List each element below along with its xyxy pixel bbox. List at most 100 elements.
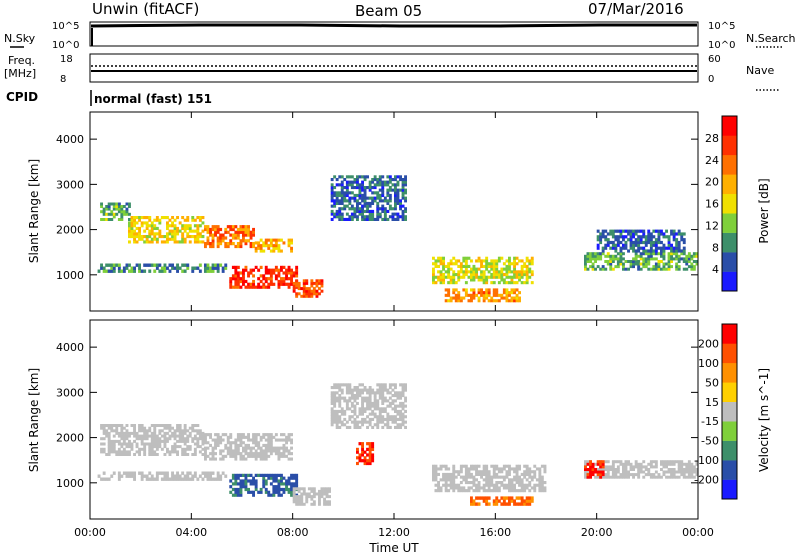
velocity-cell: [226, 446, 230, 450]
velocity-cell: [647, 468, 651, 471]
power-cell: [224, 266, 228, 270]
velocity-cell: [191, 429, 195, 433]
noise-right-tick-low: 10^0: [708, 40, 735, 51]
velocity-cell: [171, 471, 174, 475]
power-cell: [606, 254, 610, 258]
velocity-cell: [366, 447, 369, 451]
velocity-cell: [495, 475, 499, 479]
velocity-cell: [264, 443, 268, 447]
power-cell: [244, 233, 248, 237]
power-cell: [647, 232, 651, 236]
power-cell: [168, 224, 172, 228]
velocity-cell: [386, 388, 390, 392]
power-cell: [193, 224, 197, 228]
velocity-cell: [269, 473, 273, 477]
velocity-cell: [619, 473, 623, 477]
power-cell: [442, 281, 445, 285]
power-cell: [485, 259, 489, 263]
power-cell: [231, 265, 235, 269]
power-cell: [622, 267, 625, 271]
power-cell: [464, 273, 468, 277]
velocity-cell: [193, 474, 197, 478]
power-cell: [171, 263, 174, 267]
velocity-cell: [173, 429, 177, 433]
velocity-cell: [198, 450, 202, 454]
velocity-cell: [383, 423, 387, 427]
power-cell: [642, 262, 646, 266]
velocity-cell: [168, 429, 172, 433]
power-cell: [606, 252, 610, 256]
power-cell: [128, 224, 131, 228]
velocity-cell: [338, 396, 342, 400]
velocity-cell: [371, 456, 375, 460]
power-cell: [181, 263, 185, 267]
velocity-cell: [176, 426, 179, 430]
velocity-cell: [247, 438, 250, 442]
velocity-cell: [140, 447, 144, 451]
velocity-cell: [464, 467, 468, 471]
power-cell: [447, 299, 451, 303]
frequency-tick-low: 8: [60, 74, 66, 85]
velocity-cell: [528, 489, 532, 493]
velocity-cell: [366, 401, 369, 405]
velocity-cell: [485, 481, 489, 485]
power-cell: [619, 240, 623, 245]
power-cell: [432, 256, 435, 260]
power-cell: [252, 268, 255, 272]
velocity-cell: [508, 470, 511, 474]
power-cell: [330, 204, 334, 208]
velocity-cell: [287, 476, 291, 480]
power-cell: [386, 217, 390, 221]
power-cell: [639, 254, 643, 258]
power-cell: [657, 260, 661, 263]
power-cell: [153, 269, 157, 273]
velocity-cell: [366, 425, 369, 429]
velocity-cell: [300, 502, 304, 506]
velocity-cell: [285, 479, 288, 483]
power-cell: [404, 207, 407, 211]
velocity-cell: [198, 437, 202, 441]
power-cell: [452, 296, 456, 300]
velocity-cell: [616, 470, 620, 474]
velocity-cell: [166, 426, 169, 430]
power-cell: [353, 196, 357, 200]
power-cell: [399, 178, 402, 182]
power-cell: [528, 262, 532, 266]
velocity-cell: [459, 467, 463, 471]
power-cell: [378, 178, 382, 182]
power-cell: [191, 269, 195, 273]
velocity-cell: [497, 481, 501, 485]
velocity-cell: [173, 434, 177, 438]
velocity-cell: [373, 391, 377, 395]
power-cell: [307, 292, 311, 296]
power-cell: [649, 254, 653, 258]
power-cell: [383, 217, 387, 221]
velocity-cell: [145, 474, 149, 478]
power-cell: [229, 239, 233, 243]
velocity-cell: [257, 446, 261, 450]
velocity-cell: [500, 475, 504, 479]
velocity-cell: [665, 470, 668, 474]
velocity-cell: [120, 431, 124, 435]
velocity-cell: [138, 437, 141, 441]
power-cell: [198, 216, 202, 220]
velocity-cell: [239, 433, 243, 437]
velocity-cell: [345, 425, 349, 429]
velocity-cell: [675, 470, 679, 474]
velocity-cell: [510, 499, 514, 503]
power-cell: [482, 278, 486, 282]
power-cell: [247, 274, 250, 278]
power-cell: [495, 262, 499, 266]
power-cell: [376, 217, 380, 221]
velocity-cell: [434, 464, 438, 468]
velocity-cell: [482, 470, 486, 474]
velocity-cell: [584, 462, 587, 466]
velocity-cell: [508, 464, 511, 468]
power-cell: [211, 236, 215, 240]
velocity-cell: [166, 450, 169, 454]
velocity-cell: [533, 470, 537, 474]
velocity-cell: [432, 464, 435, 468]
power-cell: [609, 232, 613, 236]
power-cell: [520, 264, 524, 268]
velocity-cell: [649, 475, 653, 479]
